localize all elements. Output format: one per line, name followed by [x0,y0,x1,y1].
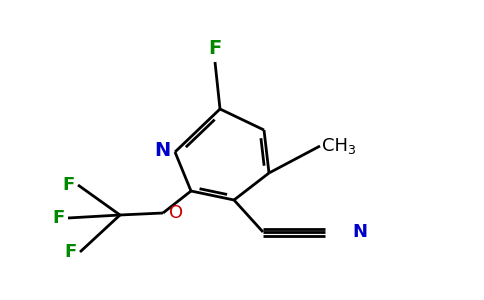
Text: O: O [169,204,183,222]
Text: F: F [63,176,75,194]
Text: N: N [352,223,367,241]
Text: N: N [155,140,171,160]
Text: 3: 3 [347,143,355,157]
Text: F: F [209,39,222,58]
Text: F: F [53,209,65,227]
Text: CH: CH [322,137,348,155]
Text: F: F [65,243,77,261]
